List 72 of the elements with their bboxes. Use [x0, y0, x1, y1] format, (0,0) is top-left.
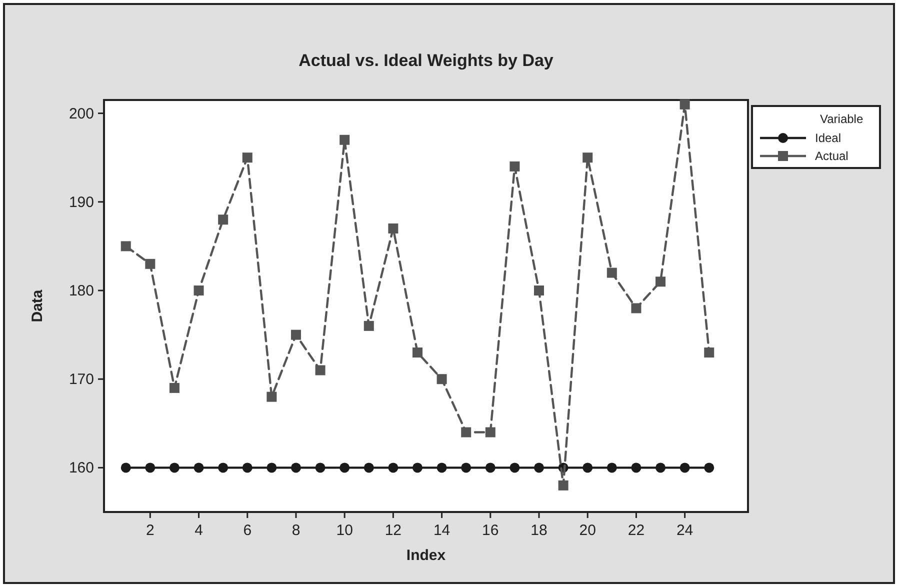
point: [461, 427, 472, 438]
x-tick-label: 18: [530, 522, 548, 539]
point: [631, 462, 642, 473]
legend-title: Variable: [820, 112, 864, 126]
point: [169, 462, 180, 473]
x-tick-label: 8: [292, 522, 300, 539]
x-tick-label: 12: [384, 522, 402, 539]
point: [120, 241, 131, 252]
x-tick-label: 16: [482, 522, 499, 539]
point: [680, 462, 690, 473]
point: [412, 462, 422, 473]
x-tick-label: 2: [146, 522, 154, 539]
x-tick-label: 22: [628, 522, 645, 539]
point: [412, 348, 422, 358]
point: [194, 462, 204, 473]
x-tick-label: 14: [433, 522, 450, 539]
point: [364, 320, 374, 331]
point: [582, 462, 593, 473]
point: [534, 462, 544, 473]
point: [194, 285, 204, 296]
point: [534, 285, 544, 296]
point: [315, 462, 326, 473]
point: [558, 480, 568, 490]
legend-label: Ideal: [815, 131, 842, 145]
point: [145, 258, 156, 269]
y-tick-label: 200: [68, 105, 94, 122]
point: [656, 462, 666, 473]
point: [290, 330, 301, 340]
y-tick-label: 190: [68, 194, 94, 211]
point: [388, 223, 398, 234]
point: [704, 348, 714, 358]
point: [145, 462, 156, 473]
point: [340, 134, 350, 145]
point: [242, 462, 252, 473]
x-tick-label: 10: [336, 522, 353, 539]
point: [510, 161, 520, 172]
point: [485, 427, 496, 438]
x-axis-title: Index: [406, 547, 446, 564]
point: [218, 462, 228, 473]
point: [704, 462, 714, 473]
point: [510, 462, 520, 473]
y-tick-label: 170: [68, 371, 94, 388]
point: [242, 152, 252, 163]
point: [436, 374, 447, 384]
point: [485, 462, 496, 473]
point: [364, 462, 374, 473]
chart-title: Actual vs. Ideal Weights by Day: [298, 51, 554, 70]
point: [631, 303, 642, 314]
x-tick-label: 20: [579, 522, 596, 539]
point: [315, 365, 326, 376]
point: [680, 99, 690, 110]
x-tick-label: 6: [243, 522, 252, 539]
point: [606, 268, 617, 278]
x-tick-label: 4: [194, 522, 203, 539]
point: [461, 462, 472, 473]
point: [436, 462, 447, 473]
y-tick-label: 180: [68, 282, 94, 300]
point: [290, 462, 301, 473]
point: [120, 462, 131, 473]
point: [218, 214, 228, 225]
point: [340, 462, 350, 473]
x-tick-label: 24: [676, 522, 694, 539]
y-tick-label: 160: [68, 460, 94, 477]
point: [169, 382, 180, 393]
point: [656, 276, 666, 287]
y-axis-title: Data: [29, 289, 46, 322]
point: [266, 462, 277, 473]
point: [606, 462, 617, 473]
point: [388, 462, 398, 473]
point: [266, 392, 277, 402]
legend-label: Actual: [815, 149, 848, 163]
point: [582, 152, 593, 163]
